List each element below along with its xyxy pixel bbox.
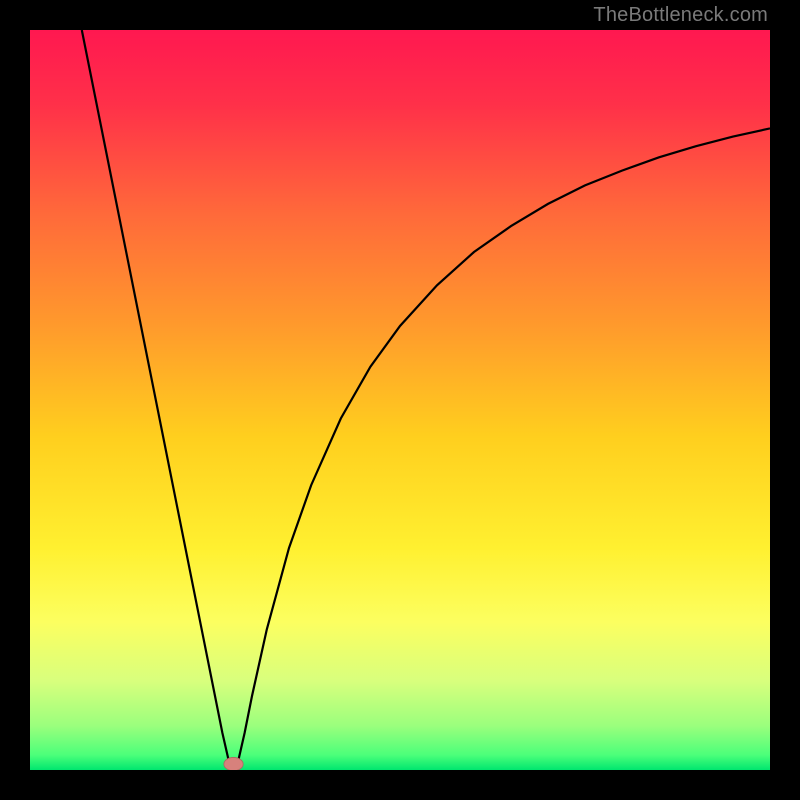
bottleneck-curve <box>82 30 770 770</box>
outer-black-frame: TheBottleneck.com <box>0 0 800 800</box>
plot-area <box>30 30 770 770</box>
curve-layer <box>30 30 770 770</box>
minimum-marker <box>224 757 243 770</box>
watermark-text: TheBottleneck.com <box>593 4 768 27</box>
